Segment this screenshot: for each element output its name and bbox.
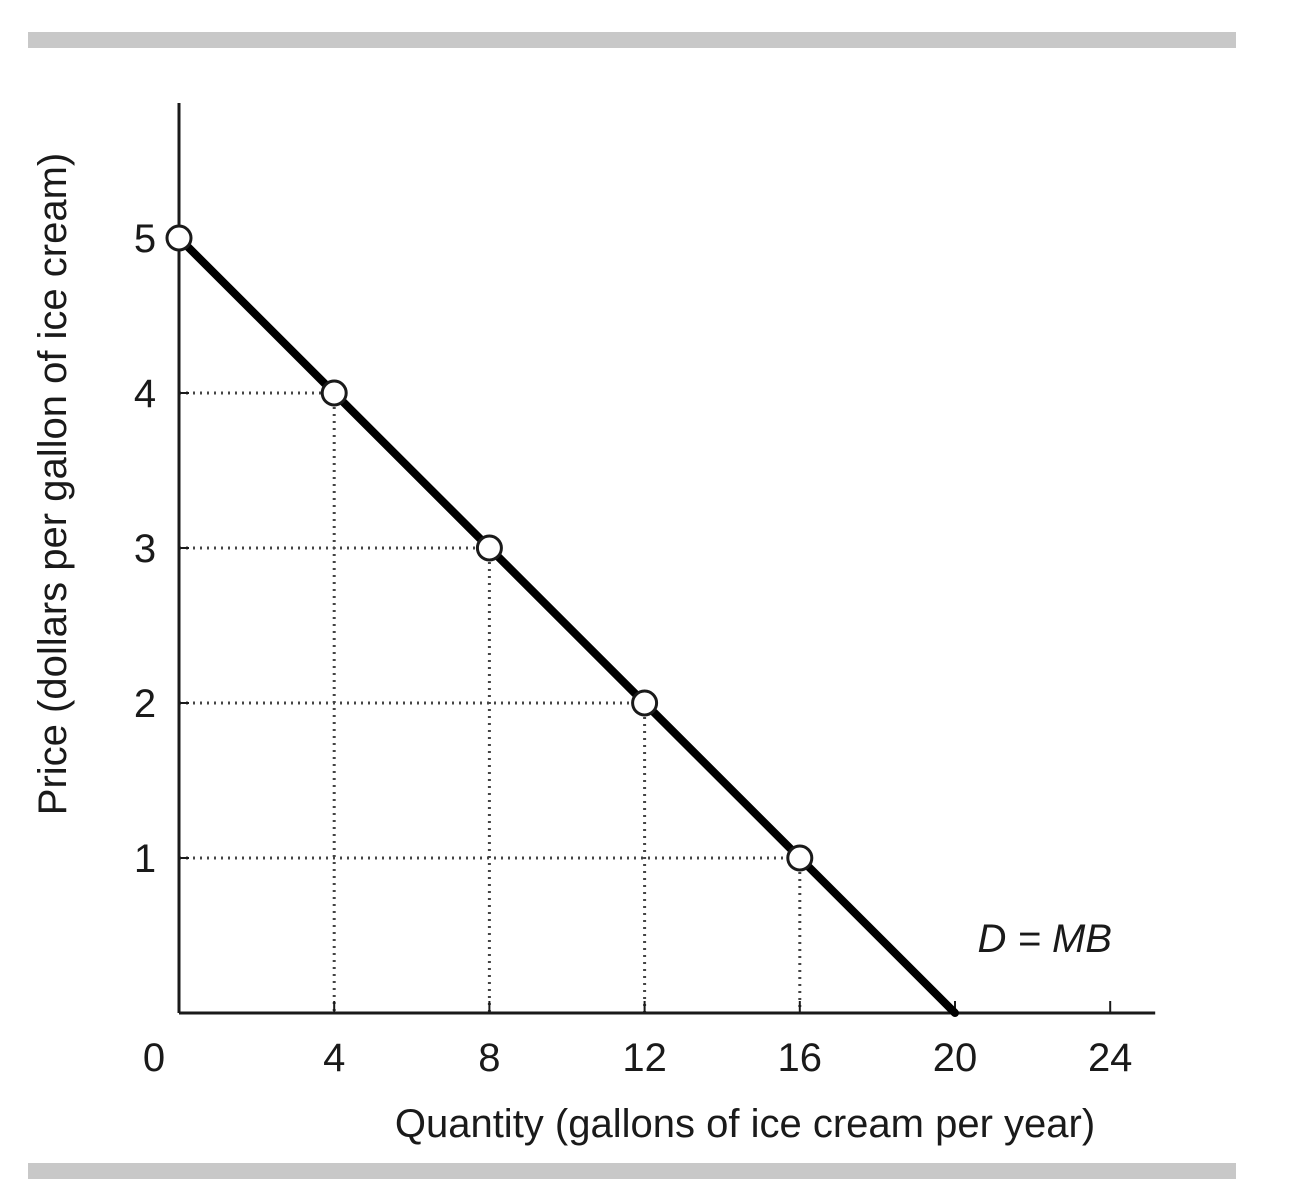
x-tick-label: 12 xyxy=(622,1036,667,1080)
x-tick-label: 0 xyxy=(143,1036,165,1080)
x-tick-label: 24 xyxy=(1088,1036,1133,1080)
curve-markers xyxy=(165,224,814,872)
data-point xyxy=(165,224,193,252)
top-rule xyxy=(28,32,1236,48)
y-tick-label: 1 xyxy=(134,837,156,881)
x-tick-label: 16 xyxy=(778,1036,823,1080)
demand-curve xyxy=(175,234,959,1017)
guide-lines xyxy=(179,391,802,1013)
bottom-rule xyxy=(28,1163,1236,1179)
data-point xyxy=(320,379,348,407)
y-axis-ticks: 1 2 3 4 5 xyxy=(134,217,189,881)
x-tick-label: 8 xyxy=(478,1036,500,1080)
y-axis-title: Price (dollars per gallon of ice cream) xyxy=(31,153,75,815)
y-tick-label: 4 xyxy=(134,372,156,416)
x-axis-ticks: 0 4 8 12 16 20 24 xyxy=(143,1001,1133,1080)
y-tick-label: 3 xyxy=(134,527,156,571)
data-point xyxy=(786,844,814,872)
y-tick-label: 5 xyxy=(134,217,156,261)
y-tick-label: 2 xyxy=(134,682,156,726)
curve-label: D = MB xyxy=(978,917,1112,961)
data-point xyxy=(631,689,659,717)
data-point xyxy=(475,534,503,562)
x-axis-title: Quantity (gallons of ice cream per year) xyxy=(395,1102,1095,1146)
x-tick-label: 20 xyxy=(933,1036,978,1080)
x-tick-label: 4 xyxy=(323,1036,345,1080)
